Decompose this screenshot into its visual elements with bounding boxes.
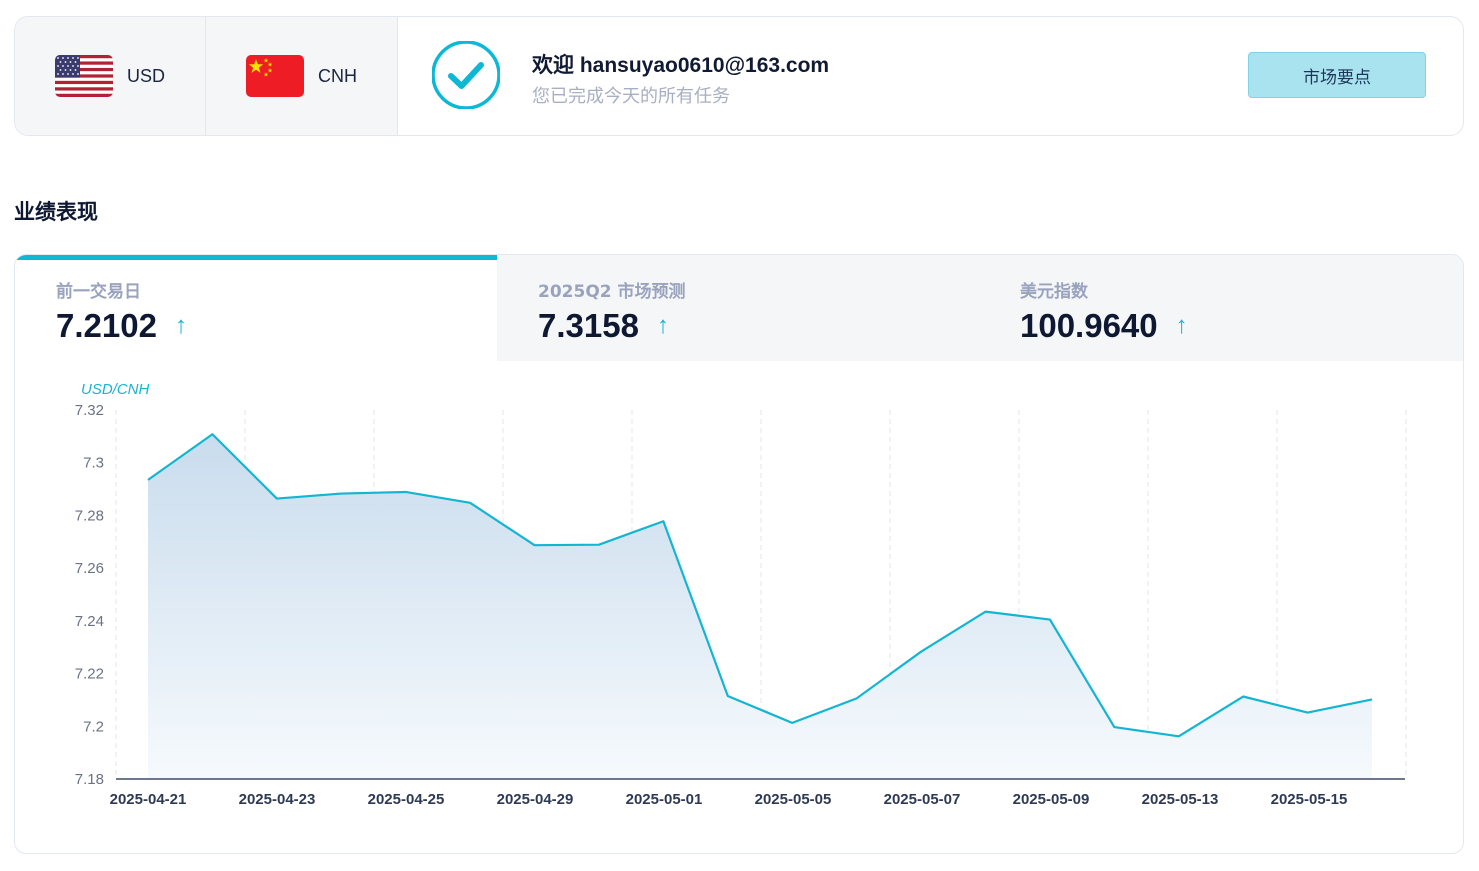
tab-label: 2025Q2 市场预测 <box>538 282 686 302</box>
x-tick-label: 2025-04-21 <box>110 791 187 808</box>
tab-dollar-index[interactable]: 美元指数 100.9640 ↑ <box>979 255 1463 361</box>
currency-cnh[interactable]: CNH <box>206 17 398 135</box>
y-tick-label: 7.2 <box>83 718 104 735</box>
y-tick-label: 7.3 <box>83 455 104 472</box>
y-axis-label: USD/CNH <box>81 381 150 398</box>
arrow-up-icon: ↑ <box>1175 312 1188 339</box>
welcome-subtitle: 您已完成今天的所有任务 <box>532 86 730 107</box>
tab-value: 7.2102 ↑ <box>56 307 187 345</box>
y-tick-label: 7.22 <box>75 666 104 683</box>
tab-value: 7.3158 ↑ <box>538 307 669 345</box>
currency-code-usd: USD <box>127 65 166 86</box>
usd-cnh-area-chart: USD/CNH 7.32 7.3 7.28 7.26 7.24 7.22 7.2 7.18 202… <box>75 381 1407 808</box>
x-tick-label: 2025-05-07 <box>884 791 961 808</box>
cn-flag-icon <box>246 55 304 97</box>
y-tick-label: 7.32 <box>75 402 104 419</box>
x-tick-label: 2025-05-09 <box>1013 791 1090 808</box>
check-circle-icon <box>431 40 501 110</box>
x-tick-label: 2025-04-29 <box>497 791 574 808</box>
y-tick-label: 7.26 <box>75 560 104 577</box>
currency-usd[interactable]: USD <box>15 17 206 135</box>
y-tick-label: 7.18 <box>75 771 104 788</box>
tab-2025q2-forecast[interactable]: 2025Q2 市场预测 7.3158 ↑ <box>497 255 979 361</box>
tab-value-number: 7.3158 <box>538 307 639 344</box>
area-fill <box>148 434 1372 779</box>
section-title: 业绩表现 <box>14 200 98 224</box>
tab-value-number: 100.9640 <box>1020 307 1158 344</box>
currency-header-card: USD CNH 欢迎 hansuyao0610@163.com 您已完成今天的所… <box>14 16 1464 136</box>
tab-value-number: 7.2102 <box>56 307 157 344</box>
market-highlights-button[interactable]: 市场要点 <box>1248 52 1426 98</box>
performance-card: 前一交易日 7.2102 ↑ 2025Q2 市场预测 7.3158 ↑ 美元指数… <box>14 254 1464 854</box>
arrow-up-icon: ↑ <box>174 312 187 339</box>
tab-previous-trading-day[interactable]: 前一交易日 7.2102 ↑ <box>15 255 497 361</box>
tab-value: 100.9640 ↑ <box>1020 307 1188 345</box>
x-tick-label: 2025-05-01 <box>626 791 703 808</box>
currency-code-cnh: CNH <box>318 65 357 86</box>
y-tick-label: 7.24 <box>75 613 104 630</box>
x-tick-label: 2025-05-05 <box>755 791 832 808</box>
x-tick-label: 2025-04-25 <box>368 791 445 808</box>
welcome-text: 欢迎 hansuyao0610@163.com <box>532 54 830 77</box>
series-line <box>147 433 1373 738</box>
x-tick-label: 2025-05-15 <box>1271 791 1348 808</box>
x-tick-label: 2025-05-13 <box>1142 791 1219 808</box>
arrow-up-icon: ↑ <box>656 312 669 339</box>
tab-label: 前一交易日 <box>56 282 141 302</box>
tab-label: 美元指数 <box>1020 282 1088 302</box>
us-flag-icon <box>55 55 113 97</box>
y-tick-label: 7.28 <box>75 507 104 524</box>
x-tick-label: 2025-04-23 <box>239 791 316 808</box>
